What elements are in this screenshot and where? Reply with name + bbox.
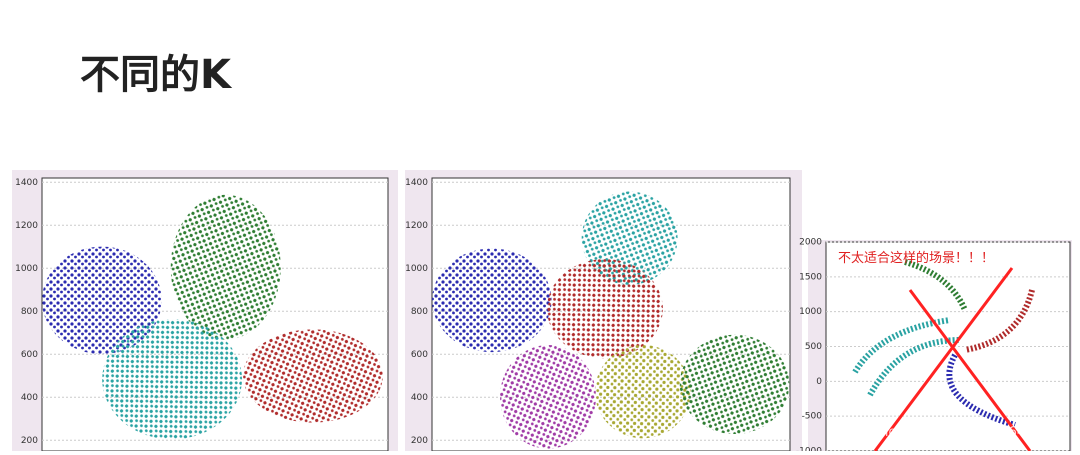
y-tick-label: 800	[21, 307, 38, 317]
y-tick-label: 1200	[15, 221, 38, 231]
y-tick-label: 400	[21, 393, 38, 403]
y-tick-label: 800	[411, 307, 428, 317]
y-tick-label: -500	[802, 412, 823, 422]
arm	[904, 259, 968, 312]
cross-line	[873, 267, 1014, 452]
y-tick-label: 0	[816, 377, 822, 387]
arm	[964, 289, 1035, 353]
cluster	[594, 345, 691, 439]
watermark: https://blog.csdn.net/qq_32649581	[830, 425, 1058, 440]
note: 不太适合这样的场景！！！	[838, 250, 994, 266]
y-tick-label: 1400	[405, 178, 428, 188]
y-tick-label: 600	[21, 350, 38, 360]
cluster	[679, 334, 790, 435]
cluster	[42, 246, 162, 355]
y-tick-label: 200	[21, 436, 38, 446]
cross-line	[908, 289, 1032, 452]
y-tick-label: -1000	[796, 447, 822, 452]
cluster	[546, 259, 663, 359]
y-tick-label: 600	[411, 350, 428, 360]
y-tick-label: 1200	[405, 221, 428, 231]
cluster	[102, 319, 242, 440]
y-tick-label: 400	[411, 393, 428, 403]
slide-title: 不同的K	[80, 52, 233, 98]
y-tick-label: 500	[805, 342, 822, 352]
cluster	[500, 345, 596, 449]
y-tick-label: 1000	[405, 264, 428, 274]
cluster	[170, 194, 281, 340]
cross	[873, 267, 1032, 452]
y-tick-label: 1000	[799, 307, 822, 317]
y-tick-label: 200	[411, 436, 428, 446]
cluster	[432, 248, 552, 353]
y-tick-label: 1400	[15, 178, 38, 188]
y-tick-label: 1500	[799, 272, 822, 282]
cluster	[243, 329, 383, 423]
arm	[867, 337, 961, 397]
y-tick-label: 2000	[799, 238, 822, 248]
y-tick-label: 1000	[15, 264, 38, 274]
